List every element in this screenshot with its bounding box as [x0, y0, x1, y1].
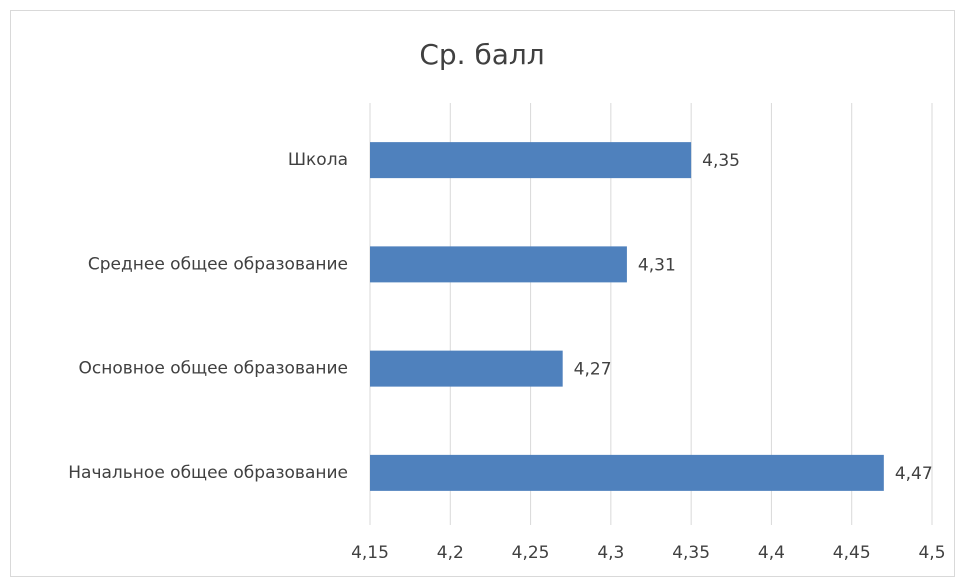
x-tick-label: 4,2 [437, 543, 464, 563]
data-label: 4,35 [702, 151, 740, 171]
bar [370, 142, 692, 179]
y-tick-label: Среднее общее образование [88, 254, 348, 274]
x-tick-label: 4,4 [758, 543, 785, 563]
chart-title: Ср. балл [419, 38, 544, 71]
data-label: 4,31 [638, 255, 676, 275]
y-tick-label: Начальное общее образование [68, 463, 348, 483]
bar [370, 350, 563, 387]
x-tick-label: 4,45 [833, 543, 871, 563]
y-tick-label: Основное общее образование [79, 359, 348, 379]
x-tick-label: 4,15 [351, 543, 389, 563]
data-label: 4,27 [574, 360, 612, 380]
chart-border [10, 10, 955, 577]
x-tick-label: 4,35 [672, 543, 710, 563]
bar [370, 246, 627, 283]
x-tick-label: 4,5 [918, 543, 945, 563]
x-tick-label: 4,3 [597, 543, 624, 563]
x-tick-label: 4,25 [512, 543, 550, 563]
bar [370, 454, 884, 491]
data-label: 4,47 [895, 464, 933, 484]
y-tick-label: Школа [288, 150, 348, 170]
